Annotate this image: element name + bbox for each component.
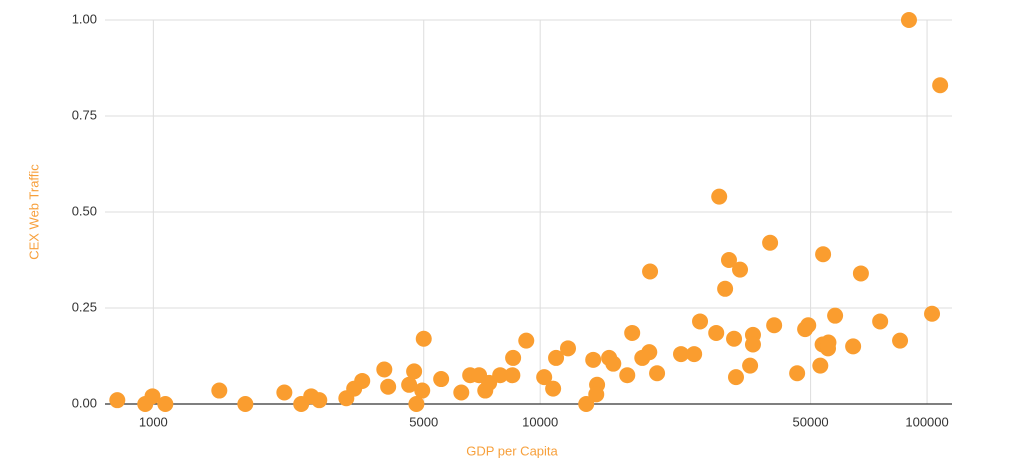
point: [354, 372, 371, 389]
point: [415, 330, 432, 347]
point: [109, 392, 126, 409]
point: [433, 371, 450, 388]
point: [453, 384, 470, 401]
point: [137, 396, 154, 412]
x-tick-label: 10000: [522, 414, 558, 429]
point: [588, 386, 605, 403]
point: [211, 382, 228, 399]
y-axis-title: CEX Web Traffic: [26, 164, 41, 260]
point: [276, 384, 293, 401]
point: [548, 349, 565, 366]
point: [692, 313, 709, 330]
point: [518, 332, 535, 349]
x-axis-title: GDP per Capita: [466, 443, 558, 458]
point: [414, 382, 431, 399]
point: [376, 361, 393, 378]
point: [800, 317, 817, 334]
point: [504, 367, 521, 384]
point: [237, 396, 254, 412]
point: [732, 261, 749, 278]
y-tick-label: 0.00: [72, 395, 97, 410]
point: [742, 357, 759, 374]
point: [578, 396, 595, 412]
point: [157, 396, 174, 412]
y-tick-label: 1.00: [72, 11, 97, 26]
x-tick-label: 100000: [905, 414, 948, 429]
point: [852, 265, 869, 282]
point: [845, 338, 862, 355]
point: [686, 346, 703, 363]
point: [812, 357, 829, 374]
point: [406, 363, 423, 380]
y-tick-label: 0.25: [72, 299, 97, 314]
x-tick-label: 1000: [139, 414, 168, 429]
point: [649, 365, 666, 382]
point: [924, 305, 941, 322]
point: [408, 396, 425, 412]
point: [766, 317, 783, 334]
point: [545, 380, 562, 397]
point: [401, 376, 418, 393]
y-tick-label: 0.50: [72, 203, 97, 218]
point: [827, 307, 844, 324]
point: [820, 334, 837, 351]
x-tick-label: 5000: [409, 414, 438, 429]
point: [619, 367, 636, 384]
point: [762, 234, 779, 251]
point: [380, 378, 397, 395]
point: [536, 369, 553, 386]
point: [717, 280, 734, 297]
point: [605, 355, 622, 372]
point: [720, 252, 737, 268]
point: [815, 246, 832, 263]
point: [560, 340, 577, 357]
point: [642, 263, 659, 280]
point: [932, 77, 949, 94]
point: [673, 346, 690, 363]
point: [872, 313, 889, 330]
point: [900, 12, 917, 28]
point: [892, 332, 909, 349]
point: [311, 392, 328, 409]
point: [789, 365, 806, 382]
point: [585, 351, 602, 368]
x-tick-label: 50000: [793, 414, 829, 429]
point: [492, 367, 509, 384]
point: [726, 330, 743, 347]
point: [711, 188, 728, 205]
point: [708, 324, 725, 341]
y-tick-label: 0.75: [72, 107, 97, 122]
point: [744, 336, 761, 353]
point: [505, 349, 522, 366]
point: [624, 324, 641, 341]
point: [727, 369, 744, 386]
point: [641, 344, 658, 361]
